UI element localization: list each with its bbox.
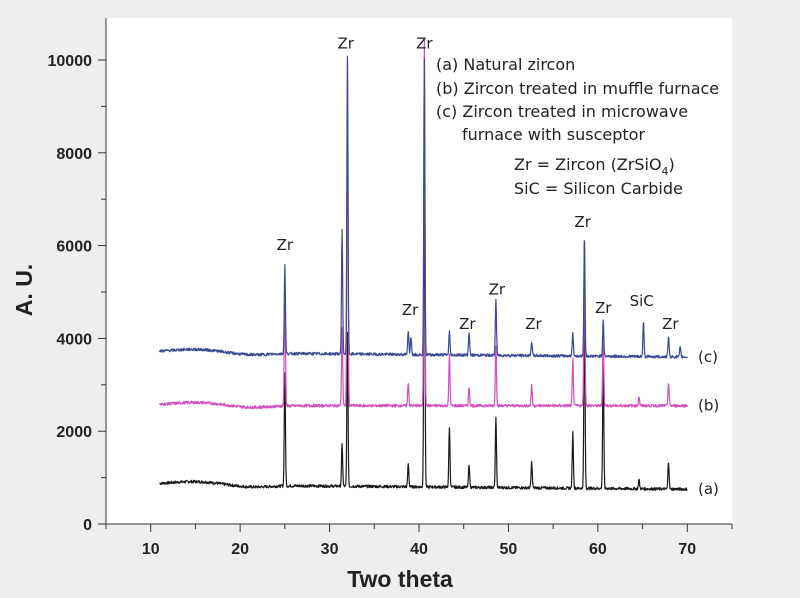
y-tick-label: 2000 <box>56 424 92 441</box>
peak-annotation: Zr <box>525 315 542 333</box>
series-labels: (a) (b) (c) <box>698 348 719 498</box>
y-axis-title: A. U. <box>11 264 37 316</box>
x-tick-label: 60 <box>589 541 607 558</box>
legend-note-zircon-formula: Zr = Zircon (ZrSiO <box>514 155 662 174</box>
peak-annotation: Zr <box>489 280 506 298</box>
y-tick-label: 0 <box>83 517 92 534</box>
y-tick-label: 4000 <box>56 331 92 348</box>
y-tick-label: 8000 <box>56 146 92 163</box>
x-tick-label: 70 <box>678 541 696 558</box>
series-label-1: (b) <box>698 397 719 415</box>
x-tick-label: 30 <box>321 541 339 558</box>
legend-item-a: (a) Natural zircon <box>436 55 575 74</box>
series-line-2 <box>159 55 688 359</box>
x-tick-label: 50 <box>500 541 518 558</box>
y-tick-label: 10000 <box>48 53 93 70</box>
legend-note-sic: SiC = Silicon Carbide <box>514 179 683 198</box>
x-tick-label: 10 <box>142 541 160 558</box>
series-label-0: (a) <box>698 480 719 498</box>
legend-note-zircon-close: ) <box>669 155 675 174</box>
peak-annotation: Zr <box>662 315 679 333</box>
y-tick-label: 6000 <box>56 239 92 256</box>
series-layer <box>159 38 688 492</box>
peak-annotation: SiC <box>630 292 654 310</box>
series-label-2: (c) <box>698 348 718 366</box>
x-axis-title: Two theta <box>347 566 453 592</box>
peak-annotation: Zr <box>574 213 591 231</box>
peak-annotation: Zr <box>459 315 476 333</box>
peak-annotation: Zr <box>416 34 433 52</box>
peak-annotation: Zr <box>595 299 612 317</box>
legend-item-c: (c) Zircon treated in microwave <box>436 102 688 121</box>
x-tick-label: 40 <box>410 541 428 558</box>
legend-note-zircon: Zr = Zircon (ZrSiO4) <box>514 155 675 178</box>
y-axis-ticks: 0 2000 4000 6000 8000 10000 <box>48 53 106 534</box>
x-axis-ticks: 10 20 30 40 50 60 70 <box>105 524 733 558</box>
peak-annotation: Zr <box>277 236 294 254</box>
legend: (a) Natural zircon (b) Zircon treated in… <box>436 55 719 198</box>
plot-area <box>106 18 732 524</box>
peak-annotation: Zr <box>402 301 419 319</box>
legend-item-b: (b) Zircon treated in muffle furnace <box>436 79 719 98</box>
peak-annotations: Zr Zr Zr Zr Zr Zr Zr Zr Zr SiC Zr <box>277 34 680 333</box>
legend-note-zircon-subscript: 4 <box>662 165 669 178</box>
x-tick-label: 20 <box>231 541 249 558</box>
legend-item-c-continued: furnace with susceptor <box>462 125 645 144</box>
peak-annotation: Zr <box>337 34 354 52</box>
